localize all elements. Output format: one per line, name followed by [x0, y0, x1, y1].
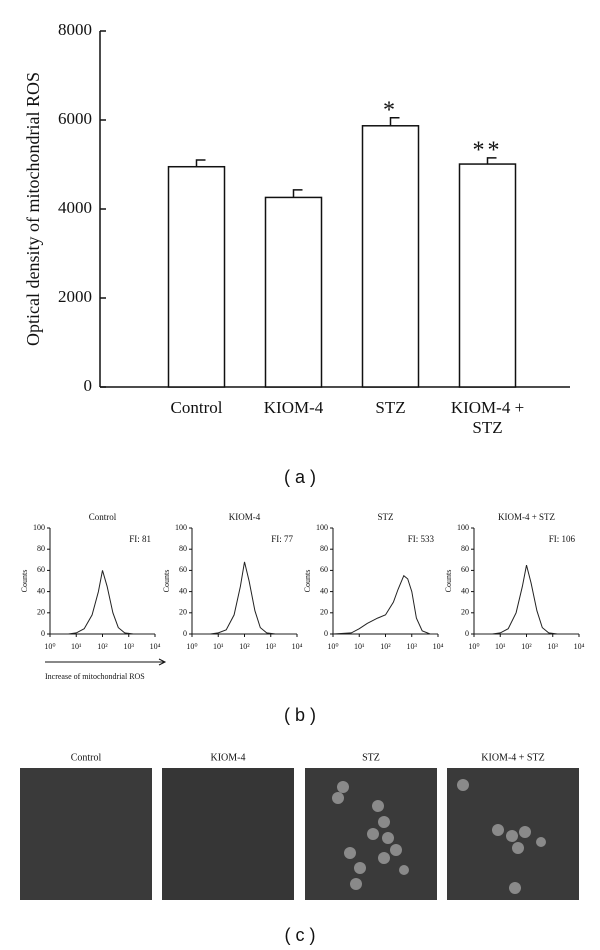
image-title: Control	[71, 752, 102, 763]
annotation: FI: 81	[129, 534, 151, 544]
chart-title: STZ	[377, 512, 393, 522]
x-tick-label: 10³	[548, 642, 559, 651]
x-tick-label: 10³	[124, 642, 135, 651]
y-tick-label: 40	[461, 586, 469, 595]
histogram-line	[192, 561, 297, 635]
cells	[332, 779, 546, 894]
x-tick-label: 10²	[380, 642, 391, 651]
x-tick-label: STZ	[375, 398, 406, 417]
error-bar	[389, 117, 400, 126]
annotation: **	[473, 137, 503, 163]
annotation: FI: 533	[408, 534, 435, 544]
x-tick-label: KIOM-4 + STZ	[450, 398, 525, 437]
y-tick-label: 0	[84, 376, 93, 395]
image-title: KIOM-4	[211, 752, 246, 763]
micrographs	[20, 768, 579, 900]
histogram-line	[332, 574, 438, 635]
bar	[264, 196, 323, 388]
image	[162, 768, 294, 900]
y-tick-label: 60	[179, 565, 187, 574]
y-tick-label: 100	[316, 523, 328, 532]
y-tick-label: 2000	[58, 287, 92, 306]
y-axis-label: Counts	[444, 570, 453, 593]
x-tick-label: 10⁴	[292, 642, 303, 651]
y-tick-label: 100	[33, 523, 45, 532]
x-tick-label: 10¹	[71, 642, 82, 651]
panel-label: ( c )	[285, 925, 316, 945]
error-bar	[486, 157, 497, 165]
x-tick-label: 10¹	[354, 642, 365, 651]
y-tick-label: 100	[457, 523, 469, 532]
y-tick-label: 20	[461, 608, 469, 617]
image-title: STZ	[362, 752, 380, 763]
y-tick-label: 40	[37, 586, 45, 595]
x-tick-label: 10⁴	[433, 642, 444, 651]
x-tick-label: KIOM-4	[263, 398, 324, 417]
y-axis-label: Counts	[303, 570, 312, 593]
x-tick-label: 10¹	[495, 642, 506, 651]
y-tick-label: 80	[320, 544, 328, 553]
histogram-line	[50, 570, 155, 635]
y-tick-label: 40	[320, 586, 328, 595]
chart-title: Control	[89, 512, 117, 522]
y-tick-label: 6000	[58, 109, 92, 128]
bar	[458, 163, 517, 388]
y-tick-label: 4000	[58, 198, 92, 217]
y-tick-label: 0	[41, 629, 45, 638]
error-bar	[292, 189, 303, 198]
x-tick-label: 10¹	[213, 642, 224, 651]
histogram-line	[474, 564, 579, 635]
y-tick-label: 60	[461, 565, 469, 574]
y-tick-label: 20	[37, 608, 45, 617]
y-axis-label: Counts	[20, 570, 29, 593]
y-tick-label: 60	[37, 565, 45, 574]
y-axis-label: Counts	[162, 570, 171, 593]
y-tick-label: 0	[183, 629, 187, 638]
x-tick-label: 10⁰	[186, 642, 197, 651]
annotation: FI: 106	[549, 534, 576, 544]
bar	[167, 165, 226, 388]
x-tick-label: 10²	[97, 642, 108, 651]
x-axis-label: Increase of mitochondrial ROS	[45, 672, 145, 681]
y-tick-label: 100	[175, 523, 187, 532]
y-tick-label: 80	[37, 544, 45, 553]
chart-title: KIOM-4 + STZ	[498, 512, 555, 522]
image	[20, 768, 152, 900]
y-tick-label: 20	[320, 608, 328, 617]
y-tick-label: 60	[320, 565, 328, 574]
image-title: KIOM-4 + STZ	[481, 752, 544, 763]
panel-label: ( a )	[284, 467, 316, 487]
y-tick-label: 0	[465, 629, 469, 638]
error-bar	[195, 159, 206, 167]
x-tick-label: 10⁴	[574, 642, 585, 651]
y-tick-label: 40	[179, 586, 187, 595]
chart-title: KIOM-4	[229, 512, 261, 522]
x-tick-label: 10²	[239, 642, 250, 651]
y-tick-label: 0	[324, 629, 328, 638]
bar	[361, 125, 420, 388]
panel-label: ( b )	[284, 705, 316, 725]
x-tick-label: 10³	[266, 642, 277, 651]
x-tick-label: 10⁰	[44, 642, 55, 651]
y-axis-label: Optical density of mitochondrial ROS	[23, 72, 43, 346]
y-tick-label: 80	[461, 544, 469, 553]
y-tick-label: 20	[179, 608, 187, 617]
x-tick-label: Control	[170, 398, 223, 417]
y-tick-label: 80	[179, 544, 187, 553]
x-tick-label: 10²	[521, 642, 532, 651]
annotation: FI: 77	[271, 534, 293, 544]
x-tick-label: 10³	[407, 642, 418, 651]
y-tick-label: 8000	[58, 20, 92, 39]
x-tick-label: 10⁰	[468, 642, 479, 651]
arrow	[45, 658, 167, 666]
x-tick-label: 10⁰	[327, 642, 338, 651]
x-tick-label: 10⁴	[150, 642, 161, 651]
annotation: *	[383, 97, 398, 123]
